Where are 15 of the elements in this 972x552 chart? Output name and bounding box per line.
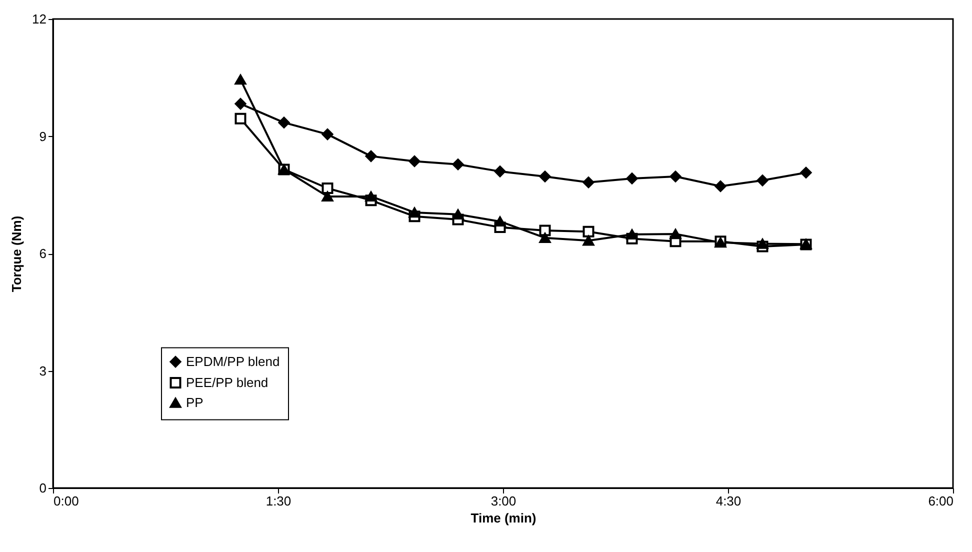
y-tick-label: 3 [39,363,46,378]
y-tick-label: 12 [32,12,46,26]
y-axis-title: Torque (Nm) [9,216,24,292]
x-tick-label: 4:30 [716,494,742,508]
y-tick-label: 9 [39,128,46,144]
y-tick-label: 0 [39,480,46,496]
x-tick-label: 3:00 [490,494,516,508]
x-tick-label: 6:00 [928,494,954,508]
legend-label: PP [186,394,204,410]
legend-label: PEE/PP blend [186,374,268,390]
y-tick-label: 6 [39,246,46,261]
x-tick-label: 1:30 [266,494,292,508]
x-axis-title: Time (min) [470,510,536,526]
legend-label: EPDM/PP blend [186,354,280,369]
x-tick-label: 0:00 [54,494,79,508]
